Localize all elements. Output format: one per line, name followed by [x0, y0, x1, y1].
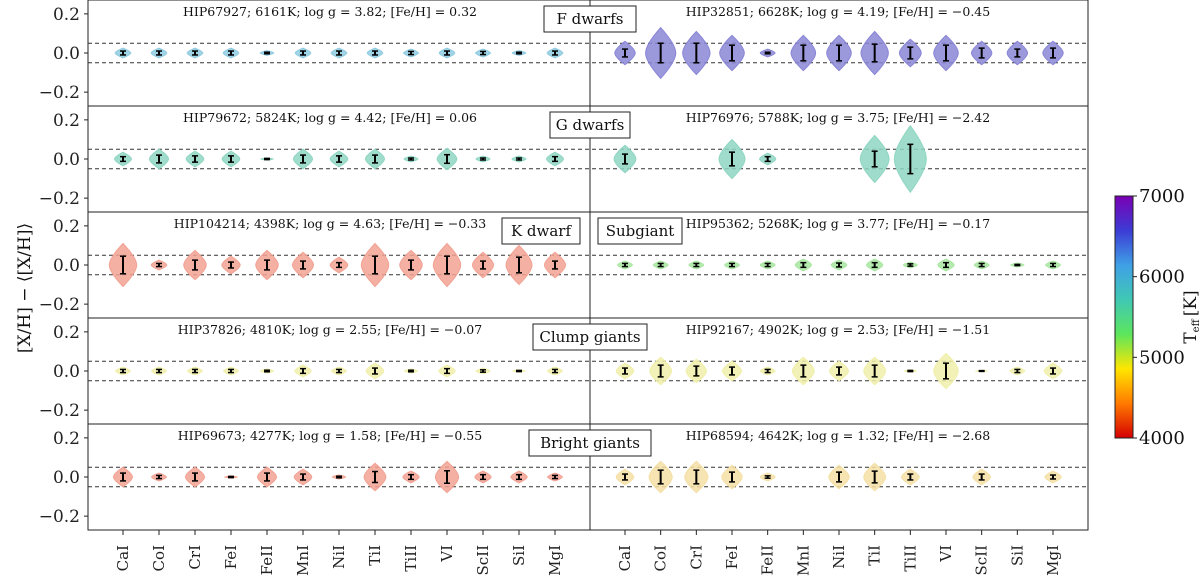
x-tick-label: CrI — [687, 545, 705, 570]
x-tick-label: FeII — [759, 545, 777, 575]
colorbar-title: Teff [K] — [1181, 290, 1200, 343]
panel-4-1: HIP68594; 4642K; log g = 1.32; [Fe/H] = … — [615, 428, 1062, 494]
star-header: HIP92167; 4902K; log g = 2.53; [Fe/H] = … — [686, 322, 990, 337]
x-tick-label: CaI — [114, 545, 132, 571]
star-header: HIP95362; 5268K; log g = 3.77; [Fe/H] = … — [686, 216, 990, 231]
colorbar-title-sub: eff — [1191, 318, 1200, 332]
x-tick-label: FeI — [222, 545, 240, 569]
y-tick-label: −0.2 — [39, 83, 80, 103]
row-2: 0.2 0.0 −0.2 HIP104214; 4398K; log g = 4.63… — [39, 211, 1089, 319]
y-tick-label: 0.2 — [53, 323, 80, 343]
panel-1-1: HIP76976; 5788K; log g = 3.75; [Fe/H] = … — [613, 110, 990, 194]
type-label: K dwarf — [511, 222, 573, 240]
type-label-box — [501, 217, 581, 245]
row-0: 0.2 0.0 −0.2 HIP67927; 6161K; log g = 3.82;… — [39, 0, 1089, 107]
colorbar-tick-label: 5000 — [1139, 347, 1185, 368]
y-tick-label: 0.2 — [53, 429, 80, 449]
x-tick-label: CrI — [186, 545, 204, 570]
y-tick-label: −0.2 — [39, 295, 80, 315]
y-tick-label: 0.2 — [53, 5, 80, 25]
row-1: 0.2 0.0 −0.2 HIP79672; 5824K; log g = 4.42;… — [39, 105, 1089, 213]
y-tick-label: 0.0 — [53, 150, 80, 170]
type-label-box-2 — [597, 217, 683, 245]
x-tick-label: CoI — [150, 545, 168, 572]
star-header: HIP37826; 4810K; log g = 2.55; [Fe/H] = … — [178, 322, 482, 337]
y-tick-label: 0.2 — [53, 217, 80, 237]
y-axis-label: [X/H] − ⟨[X/H]⟩ — [15, 223, 35, 353]
x-axis: CaI CoI CrI FeI FeII MnI NiI TiI TiII VI ScII SiI Mg… — [114, 530, 1062, 576]
x-tick-label: TiII — [901, 545, 919, 572]
type-label: F dwarfs — [557, 10, 624, 28]
y-tick-label: 0.0 — [53, 256, 80, 276]
panel-1-0: HIP79672; 5824K; log g = 4.42; [Fe/H] = … — [114, 110, 564, 171]
x-tick-label: MnI — [794, 545, 812, 576]
type-label-box — [532, 323, 648, 351]
x-tick-label: MgI — [1044, 545, 1062, 576]
panel-4-0: HIP69673; 4277K; log g = 1.58; [Fe/H] = … — [112, 428, 563, 494]
y-tick-label: 0.0 — [53, 362, 80, 382]
panel-3-1: HIP92167; 4902K; log g = 2.53; [Fe/H] = … — [615, 322, 1063, 390]
type-label: Clump giants — [539, 328, 640, 346]
x-tick-label: ScII — [474, 545, 492, 576]
y-tick-label: −0.2 — [39, 507, 80, 527]
x-tick-label: SiI — [510, 545, 528, 566]
star-header: HIP32851; 6628K; log g = 4.19; [Fe/H] = … — [686, 4, 990, 19]
y-tick-label: −0.2 — [39, 401, 80, 421]
colorbar-title-main: T — [1181, 332, 1200, 344]
star-header: HIP68594; 4642K; log g = 1.32; [Fe/H] = … — [686, 428, 990, 443]
x-tick-label: CaI — [616, 545, 634, 571]
x-tick-label: FeII — [258, 545, 276, 575]
x-tick-label: VI — [937, 545, 955, 563]
colorbar-tick-label: 4000 — [1139, 428, 1185, 449]
row-4: 0.2 0.0 −0.2 HIP69673; 4277K; log g = 1.58;… — [39, 423, 1089, 531]
star-header: HIP69673; 4277K; log g = 1.58; [Fe/H] = … — [178, 428, 482, 443]
colorbar-bar — [1114, 195, 1134, 439]
x-tick-label: MnI — [294, 545, 312, 576]
colorbar-tick-label: 6000 — [1139, 267, 1185, 288]
x-tick-label: ScII — [973, 545, 991, 576]
star-header: HIP67927; 6161K; log g = 3.82; [Fe/H] = … — [183, 4, 477, 19]
y-tick-label: 0.0 — [53, 44, 80, 64]
x-tick-label: CoI — [652, 545, 670, 572]
x-tick-label: TiI — [366, 545, 384, 566]
y-tick-label: 0.2 — [53, 111, 80, 131]
type-label-2: Subgiant — [606, 222, 675, 240]
type-label: G dwarfs — [556, 116, 625, 134]
star-header: HIP79672; 5824K; log g = 4.42; [Fe/H] = … — [183, 110, 477, 125]
type-label-box — [528, 429, 652, 457]
star-header: HIP76976; 5788K; log g = 3.75; [Fe/H] = … — [686, 110, 990, 125]
star-header: HIP104214; 4398K; log g = 4.63; [Fe/H] =… — [174, 216, 486, 231]
x-tick-label: TiI — [866, 545, 884, 566]
colorbar-title-unit: [K] — [1181, 290, 1200, 316]
type-label: Bright giants — [540, 434, 640, 452]
type-label-box — [549, 111, 631, 139]
row-3: 0.2 0.0 −0.2 HIP37826; 4810K; log g = 2.55;… — [39, 317, 1089, 425]
type-label-box — [543, 5, 637, 33]
x-tick-label: SiI — [1008, 545, 1026, 566]
colorbar-tick-label: 7000 — [1139, 186, 1185, 207]
panel-grid: 0.2 0.0 −0.2 HIP67927; 6161K; log g = 3.82;… — [39, 0, 1089, 576]
teff-colorbar: 4000 5000 6000 7000 Teff [K] — [1114, 186, 1200, 449]
y-tick-label: −0.2 — [39, 189, 80, 209]
x-tick-label: NiI — [830, 545, 848, 569]
panel-0-0: HIP67927; 6161K; log g = 3.82; [Fe/H] = … — [114, 4, 564, 59]
panel-0-1: HIP32851; 6628K; log g = 4.19; [Fe/H] = … — [614, 4, 1064, 80]
x-tick-label: MgI — [546, 545, 564, 576]
x-tick-label: VI — [438, 545, 456, 563]
x-tick-label: FeI — [723, 545, 741, 569]
panel-3-0: HIP37826; 4810K; log g = 2.55; [Fe/H] = … — [115, 322, 563, 380]
panel-2-0: HIP104214; 4398K; log g = 4.63; [Fe/H] =… — [108, 216, 567, 288]
x-tick-label: NiI — [330, 545, 348, 569]
y-tick-label: 0.0 — [53, 468, 80, 488]
panel-2-1: HIP95362; 5268K; log g = 3.77; [Fe/H] = … — [617, 216, 1061, 272]
x-tick-label: TiII — [402, 545, 420, 572]
